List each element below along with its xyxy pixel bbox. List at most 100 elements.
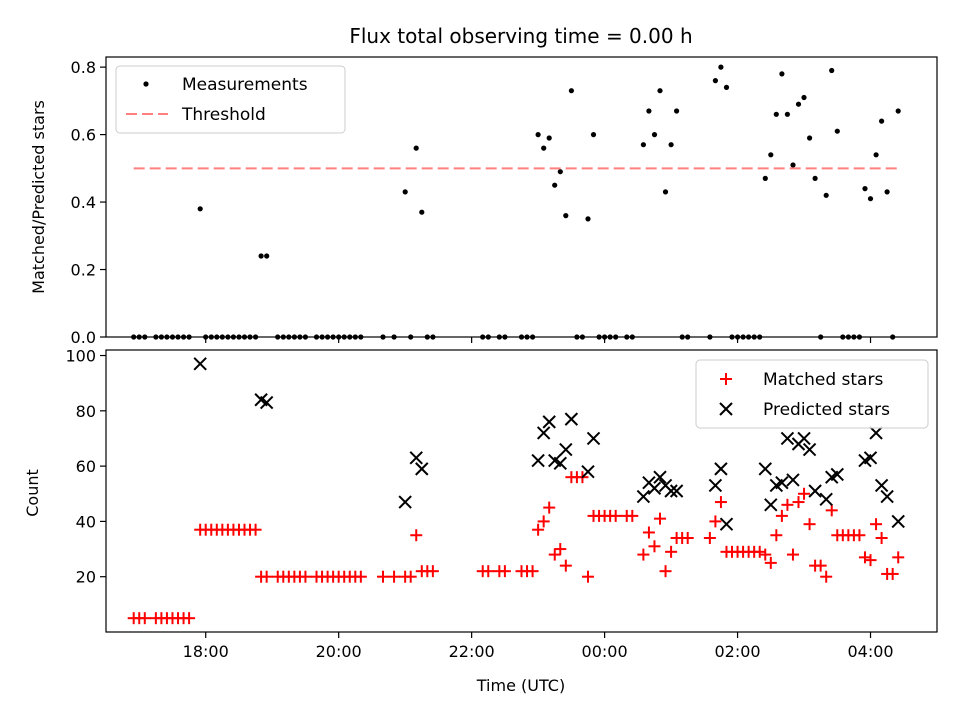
y-tick-label: 40 xyxy=(76,512,96,531)
measurement-point xyxy=(563,213,569,219)
matched-point xyxy=(714,496,727,509)
matched-point xyxy=(609,509,622,522)
predicted-point xyxy=(880,489,894,504)
matched-point xyxy=(892,551,905,564)
matched-point xyxy=(681,532,694,544)
predicted-point xyxy=(869,426,883,440)
matched-point xyxy=(249,523,262,536)
matched-point xyxy=(753,545,766,558)
measurement-point xyxy=(834,128,840,134)
measurement-point xyxy=(646,108,652,114)
y-tick-label: 60 xyxy=(76,457,96,476)
x-tick-label: 20:00 xyxy=(316,642,362,661)
matched-point xyxy=(548,548,561,561)
measurement-point xyxy=(718,64,724,70)
matched-point xyxy=(183,612,196,625)
top-axes-frame xyxy=(105,56,938,338)
matched-point xyxy=(781,498,794,511)
matched-point xyxy=(792,496,805,509)
matched-point xyxy=(637,548,650,561)
legend-measurements-label: Measurements xyxy=(182,75,308,95)
measurement-point xyxy=(762,175,768,181)
matched-point xyxy=(798,487,811,500)
x-tick-label: 22:00 xyxy=(449,642,495,661)
measurement-point xyxy=(829,67,835,74)
measurement-point xyxy=(413,145,419,151)
legend-threshold-label: Threshold xyxy=(181,105,266,125)
predicted-point xyxy=(808,484,822,498)
y-tick-label: 0.8 xyxy=(71,58,96,77)
measurement-point xyxy=(807,135,813,141)
measurement-point xyxy=(668,142,674,148)
matched-point xyxy=(426,565,439,578)
matched-point xyxy=(260,570,273,583)
predicted-point xyxy=(719,517,734,531)
bottom-markers xyxy=(127,357,905,625)
top-panel: Flux total observing time = 0.00 h 0.00.… xyxy=(29,24,938,347)
measurement-point xyxy=(801,94,807,101)
measurement-point xyxy=(662,189,669,195)
measurement-point xyxy=(779,71,785,77)
y-tick-label: 0.2 xyxy=(71,261,96,280)
measurement-point xyxy=(867,196,874,202)
predicted-point xyxy=(664,484,678,498)
y-tick-label: 0.4 xyxy=(71,193,96,212)
matched-point xyxy=(138,612,151,625)
matched-point xyxy=(853,529,866,542)
top-x-ticks xyxy=(205,337,872,343)
predicted-point xyxy=(708,478,723,493)
legend-matched-swatch xyxy=(720,373,732,385)
y-tick-label: 80 xyxy=(76,402,96,421)
y-tick-label: 0.6 xyxy=(71,126,96,145)
measurement-point xyxy=(258,253,264,259)
matched-point xyxy=(803,518,816,531)
predicted-point xyxy=(542,415,556,429)
predicted-point xyxy=(874,478,889,493)
legend-predicted-label: Predicted stars xyxy=(763,400,890,420)
matched-point xyxy=(759,548,772,561)
matched-point xyxy=(820,570,833,583)
matched-point xyxy=(648,540,661,553)
matched-point xyxy=(858,551,871,564)
legend-measurements-swatch xyxy=(143,81,149,87)
legend-matched-label: Matched stars xyxy=(763,370,883,390)
measurement-point xyxy=(197,206,203,212)
bottom-y-axis-label: Count xyxy=(23,469,42,517)
predicted-point xyxy=(636,489,651,504)
matched-point xyxy=(299,570,312,583)
measurement-point xyxy=(552,182,558,188)
bottom-x-ticks: 18:00 20:00 22:00 00:00 02:00 04:00 xyxy=(183,632,894,661)
predicted-point xyxy=(586,431,601,446)
predicted-point xyxy=(259,395,274,410)
matched-point xyxy=(703,532,716,544)
predicted-point xyxy=(764,498,778,512)
matched-point xyxy=(377,570,389,583)
matched-point xyxy=(581,570,594,583)
matched-point xyxy=(709,515,722,528)
measurement-point xyxy=(585,216,591,222)
predicted-point xyxy=(193,357,207,371)
predicted-point xyxy=(398,495,412,509)
x-axis-label: Time (UTC) xyxy=(476,676,565,695)
measurement-point xyxy=(784,111,791,117)
measurement-point xyxy=(535,132,541,138)
measurement-point xyxy=(768,152,774,158)
predicted-point xyxy=(553,456,567,471)
matched-point xyxy=(482,565,495,578)
top-legend: Measurements Threshold xyxy=(115,65,346,134)
measurement-point xyxy=(264,253,270,259)
matched-point xyxy=(665,545,678,558)
chart-title: Flux total observing time = 0.00 h xyxy=(349,24,692,48)
matched-point xyxy=(354,570,367,583)
matched-point xyxy=(886,567,899,580)
bottom-axes-frame xyxy=(105,349,938,633)
x-tick-label: 18:00 xyxy=(183,642,229,661)
predicted-point xyxy=(653,470,667,484)
matched-point xyxy=(498,565,511,578)
predicted-point xyxy=(797,431,811,446)
matched-point xyxy=(864,554,877,567)
y-tick-label: 100 xyxy=(65,347,96,366)
matched-point xyxy=(532,523,545,536)
matched-point xyxy=(642,526,655,539)
